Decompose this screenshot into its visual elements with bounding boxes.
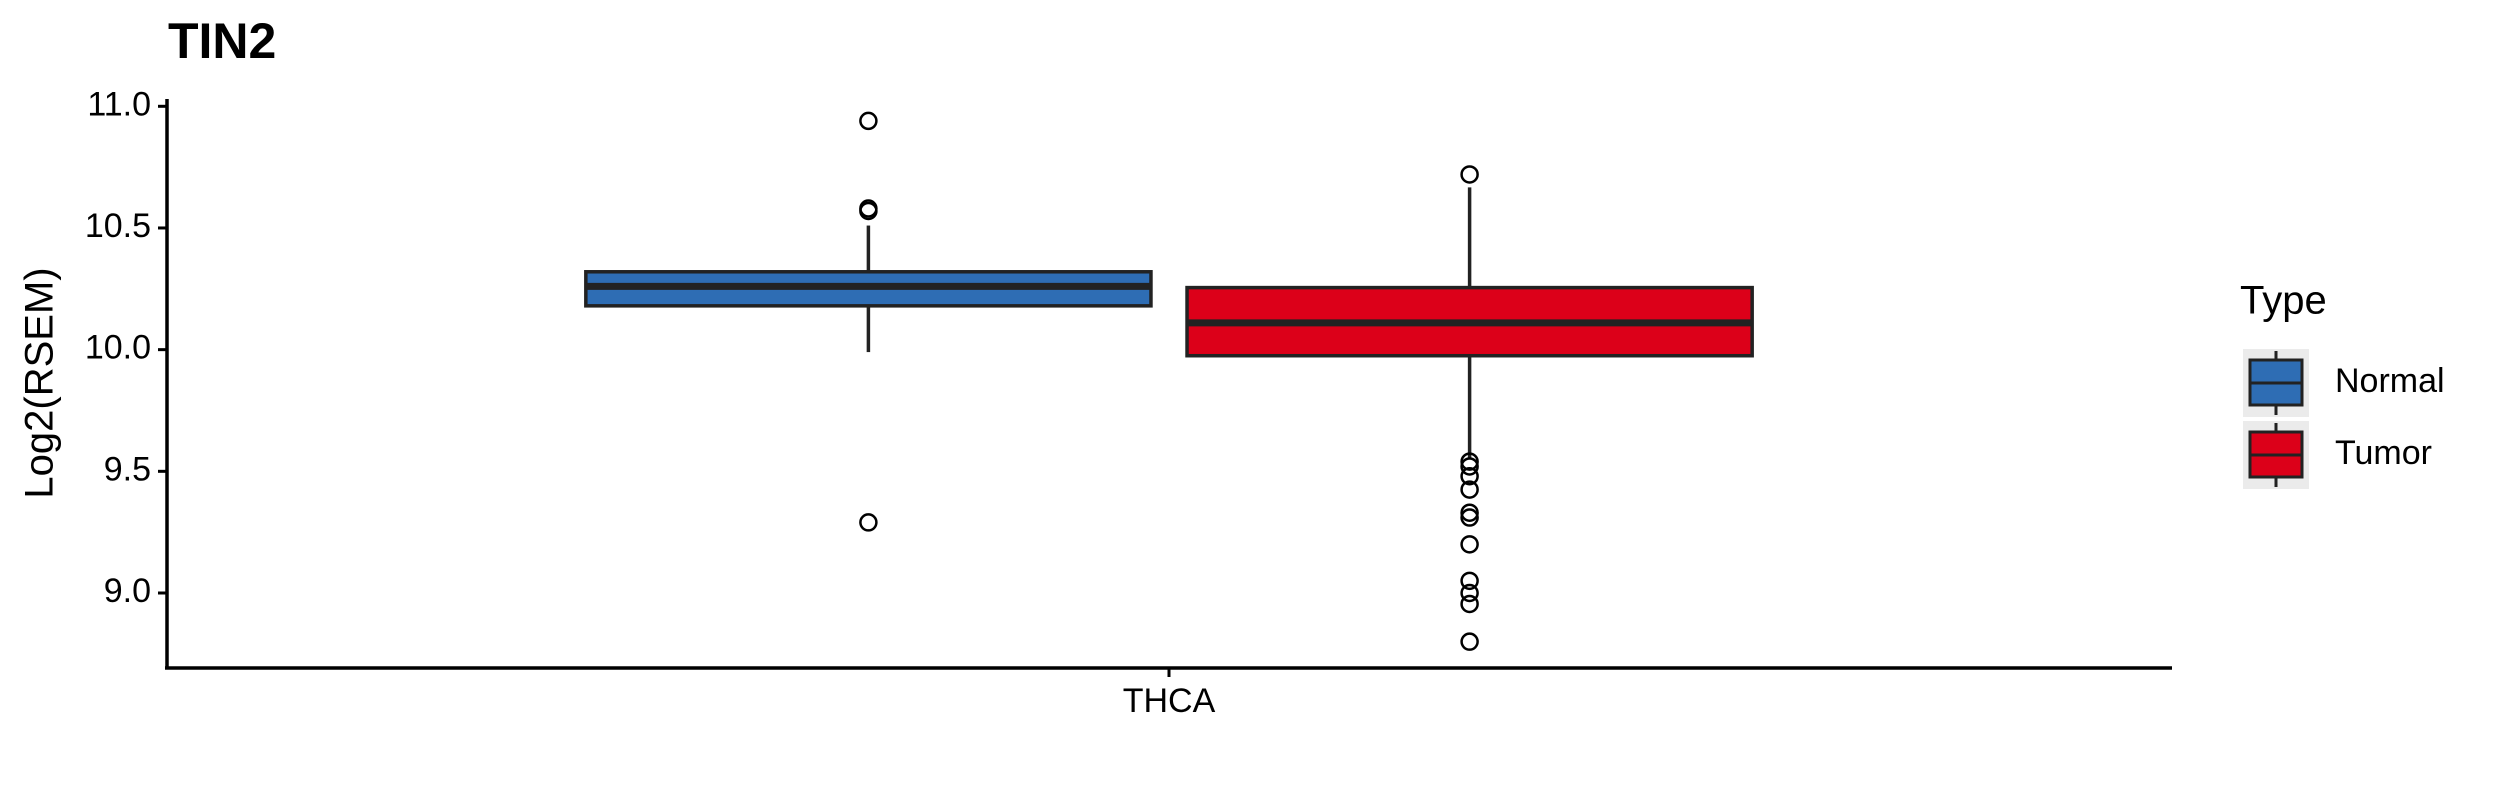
y-tick-label: 9.5: [104, 450, 151, 488]
outlier: [1460, 594, 1479, 614]
y-tick-label: 10.0: [85, 329, 151, 367]
legend-label: Tumor: [2335, 434, 2432, 472]
outlier: [1460, 632, 1479, 651]
y-tick-label: 11.0: [87, 85, 151, 123]
y-tick-label: 10.5: [85, 207, 151, 245]
outlier: [1460, 480, 1479, 499]
outlier: [1460, 165, 1479, 184]
outlier: [1460, 583, 1479, 603]
outlier: [859, 513, 878, 532]
outlier: [1460, 452, 1479, 471]
outlier: [1460, 466, 1479, 486]
outlier: [1460, 503, 1479, 522]
outlier: [1460, 535, 1479, 554]
chart-title: TIN2: [168, 13, 276, 69]
legend-title: Type: [2240, 279, 2327, 323]
outlier: [1460, 457, 1479, 476]
outlier: [859, 111, 878, 131]
outlier: [859, 201, 878, 221]
legend-label: Normal: [2335, 362, 2445, 400]
outlier: [1460, 508, 1479, 527]
y-tick-label: 9.0: [104, 572, 151, 610]
x-tick-label: THCA: [1123, 682, 1216, 720]
outlier: [1460, 571, 1479, 591]
y-axis-label: Log2(RSEM): [18, 267, 62, 498]
